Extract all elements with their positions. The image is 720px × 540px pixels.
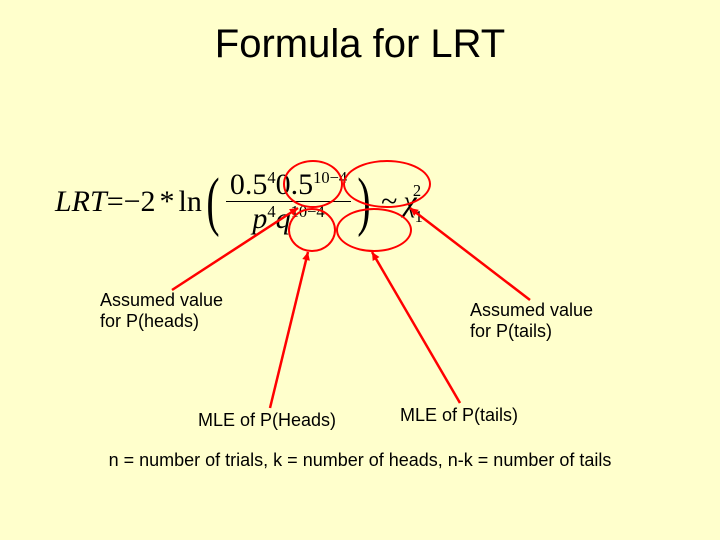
formula-lhs: LRT (55, 185, 107, 219)
label-assumed-heads-l1: Assumed value (100, 290, 223, 311)
paren-left: ( (206, 172, 219, 231)
num-exp-1: 4 (267, 168, 275, 187)
slide-title: Formula for LRT (0, 22, 720, 67)
label-assumed-heads-l2: for P(heads) (100, 311, 223, 332)
label-mle-tails: MLE of P(tails) (400, 405, 518, 426)
circle-num-heads (283, 160, 343, 208)
circle-num-tails (343, 160, 431, 208)
formula-ln: ln (179, 185, 202, 219)
label-assumed-tails: Assumed value for P(tails) (470, 300, 593, 342)
den-base-1: p (252, 202, 267, 235)
den-exp-1: 4 (267, 202, 275, 221)
circle-den-heads (288, 208, 336, 252)
label-assumed-heads: Assumed value for P(heads) (100, 290, 223, 332)
formula-coef: −2 (124, 185, 156, 219)
label-assumed-tails-l1: Assumed value (470, 300, 593, 321)
label-assumed-tails-l2: for P(tails) (470, 321, 593, 342)
circle-den-tails (336, 208, 412, 252)
slide: Formula for LRT LRT = −2 * ln ( 0.540.51… (0, 0, 720, 540)
label-mle-heads: MLE of P(Heads) (198, 410, 336, 431)
chi-sub: 1 (415, 207, 423, 226)
num-base-1: 0.5 (230, 168, 268, 201)
formula-mult: * (160, 185, 175, 219)
footer-note: n = number of trials, k = number of head… (0, 450, 720, 471)
formula-eq: = (107, 185, 124, 219)
